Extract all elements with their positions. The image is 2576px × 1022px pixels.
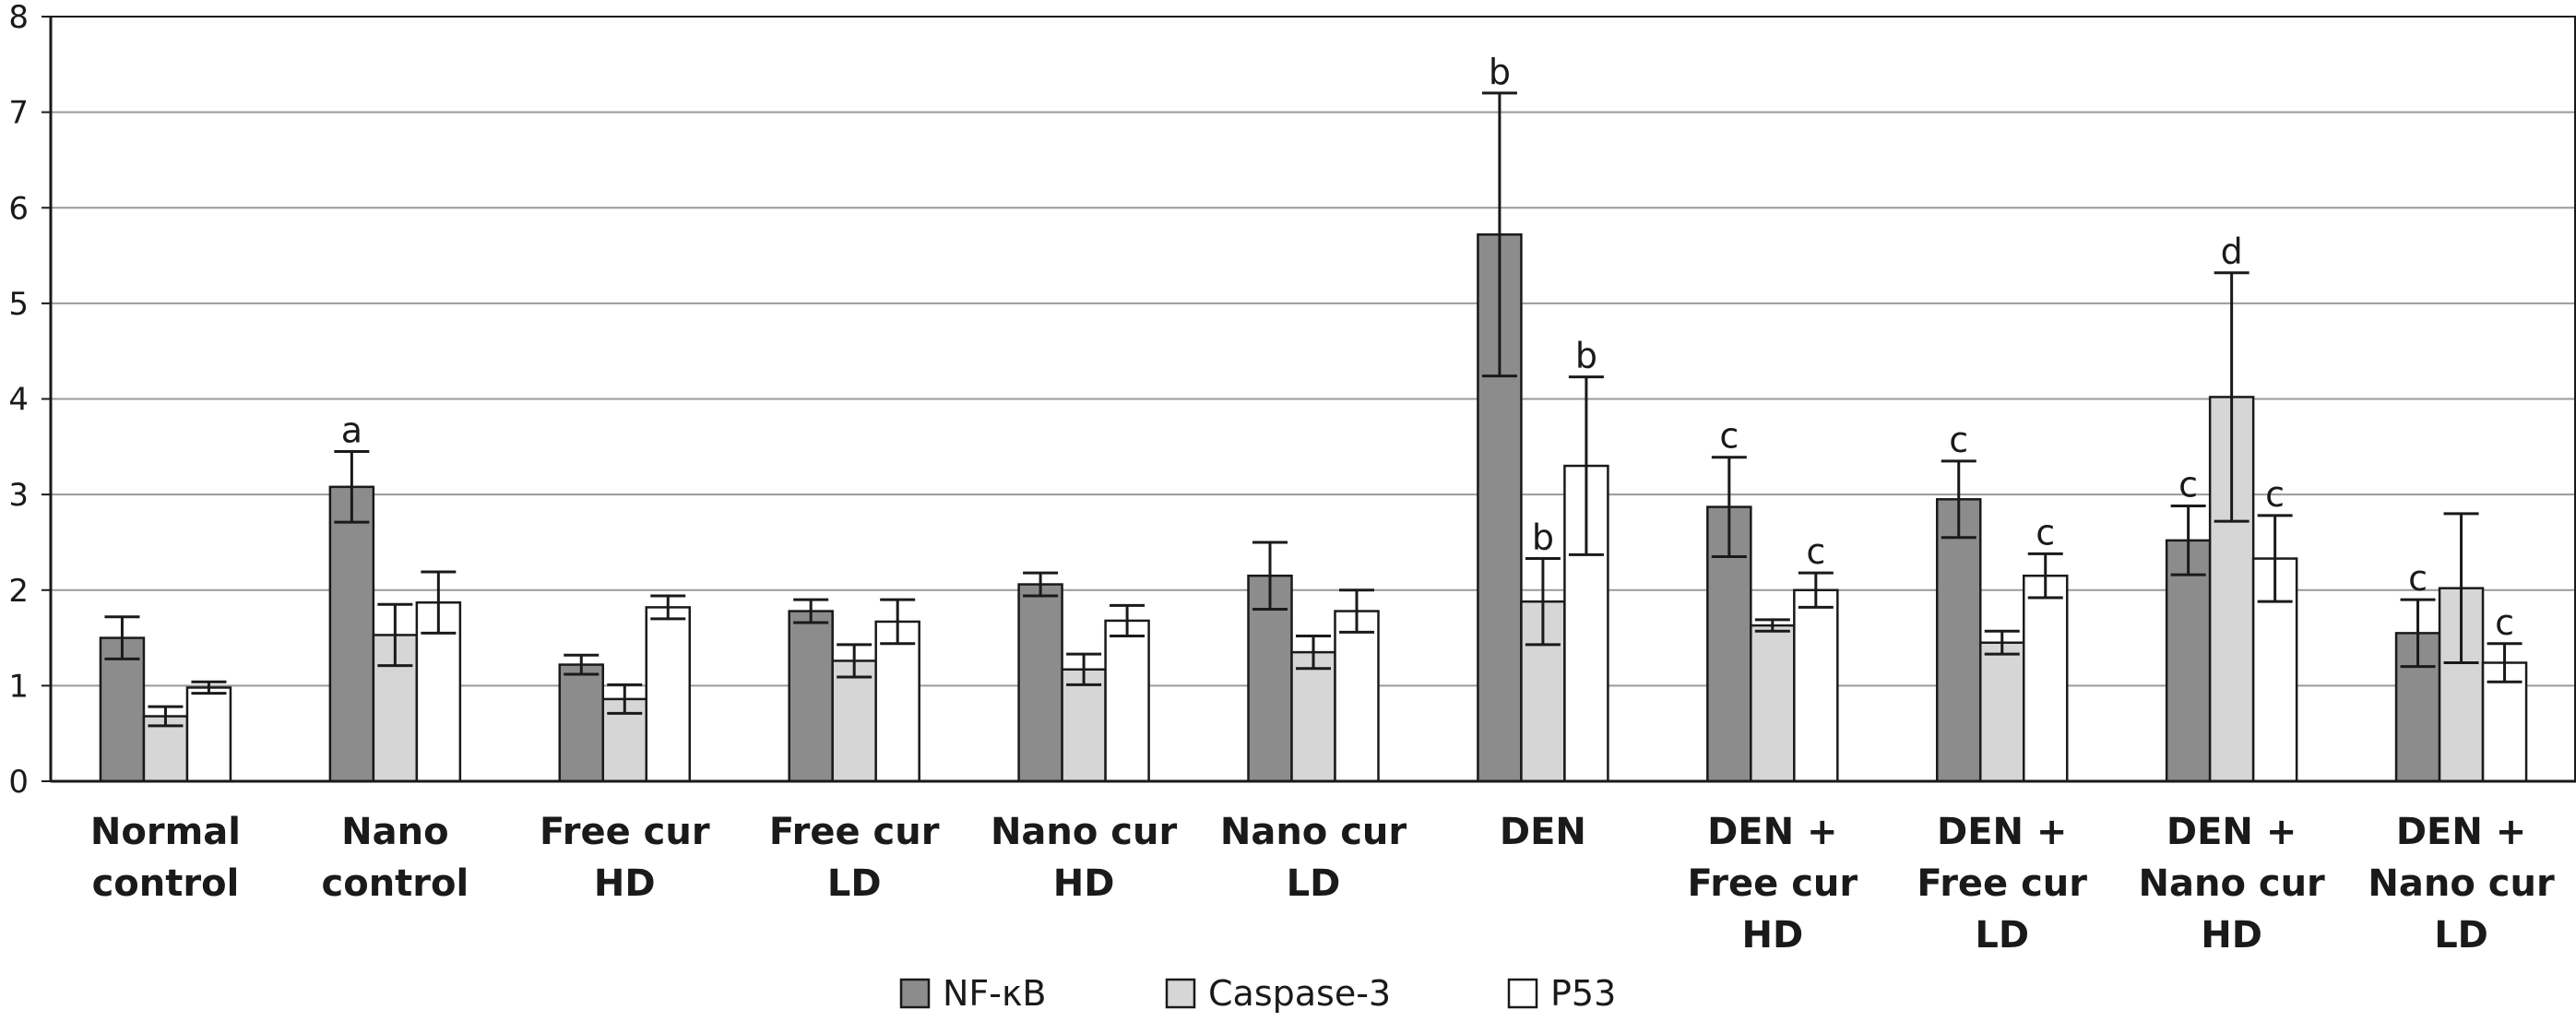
significance-label: c [1719,416,1739,457]
x-category-label: Normal [90,811,241,853]
y-tick-label: 7 [8,95,29,132]
x-category-label: Nano cur [2368,862,2555,905]
significance-label: c [2408,558,2428,599]
legend-label: NF-κB [943,973,1046,1014]
x-category-label: Nano cur [991,811,1178,853]
bars [99,233,2528,783]
x-category-label: control [322,862,469,905]
y-tick-label: 0 [8,764,29,801]
significance-label: a [341,410,362,450]
significance-label: b [1532,517,1554,558]
x-category-label: DEN + [2166,811,2297,853]
y-tick-label: 1 [8,668,29,705]
x-category-label: Nano cur [1220,811,1407,853]
x-category-label: LD [1287,862,1341,905]
x-category-label: DEN + [2396,811,2526,853]
x-category-label: Nano [341,811,448,853]
gridlines [51,16,2576,687]
bar [1017,583,1063,783]
significance-label: c [2178,465,2198,505]
x-category-label: HD [594,862,656,905]
bar [1061,668,1107,783]
y-tick-label: 8 [8,0,29,36]
significance-label: d [2221,232,2243,272]
x-axis-category-labels: Normal control Nano control Free cur HD Free c… [90,811,2555,957]
x-category-label: Free cur [1917,862,2087,905]
significance-label: c [1806,531,1825,572]
bar [1793,588,1839,783]
bar [2165,539,2212,783]
x-category-label: HD [1053,862,1115,905]
y-tick-label: 3 [8,477,29,514]
x-category-label: Nano cur [2139,862,2326,905]
bar [1935,498,1982,783]
x-category-label: Free cur [769,811,940,853]
x-category-label: LD [1975,914,2029,957]
legend-swatch [1507,978,1538,1009]
x-category-label: LD [827,862,882,905]
legend: NF-κB Caspase-3 P53 [899,973,1616,1014]
bar [874,620,920,783]
bar [1978,641,2025,783]
y-tick-label: 2 [8,573,29,610]
bar [558,663,605,783]
significance-label: c [2495,602,2514,643]
error-bars [104,91,2523,728]
axes [49,16,2576,783]
bar [1104,619,1150,783]
y-tick-label: 4 [8,382,29,419]
x-category-label: HD [1741,914,1803,957]
x-category-label: DEN + [1937,811,2067,853]
bar [645,606,692,783]
bar [2022,574,2069,783]
x-category-label: HD [2201,914,2262,957]
bar [1334,610,1380,783]
x-category-label: Free cur [540,811,710,853]
y-axis-tick-labels: 0 1 2 3 4 5 6 7 8 [8,0,51,801]
x-category-label: DEN [1500,811,1586,853]
significance-label: c [1949,420,1968,460]
x-category-label: LD [2434,914,2488,957]
legend-label: Caspase-3 [1208,973,1391,1014]
bar [185,686,232,783]
bar [1750,624,1796,783]
significance-label: b [1489,52,1511,92]
bar [831,660,877,783]
x-category-label: Free cur [1688,862,1858,905]
x-category-label: control [92,862,240,905]
y-tick-label: 6 [8,190,29,227]
legend-swatch [1165,978,1196,1009]
significance-label: b [1575,336,1597,376]
bar [328,485,375,783]
x-category-label: DEN + [1707,811,1837,853]
bar [1290,650,1336,783]
y-tick-label: 5 [8,286,29,323]
legend-swatch [899,978,931,1009]
bar [788,610,834,783]
significance-labels: a b b b c c c c c d c c c [341,52,2514,643]
significance-label: c [2036,512,2055,553]
legend-label: P53 [1550,973,1616,1014]
significance-label: c [2265,474,2285,515]
